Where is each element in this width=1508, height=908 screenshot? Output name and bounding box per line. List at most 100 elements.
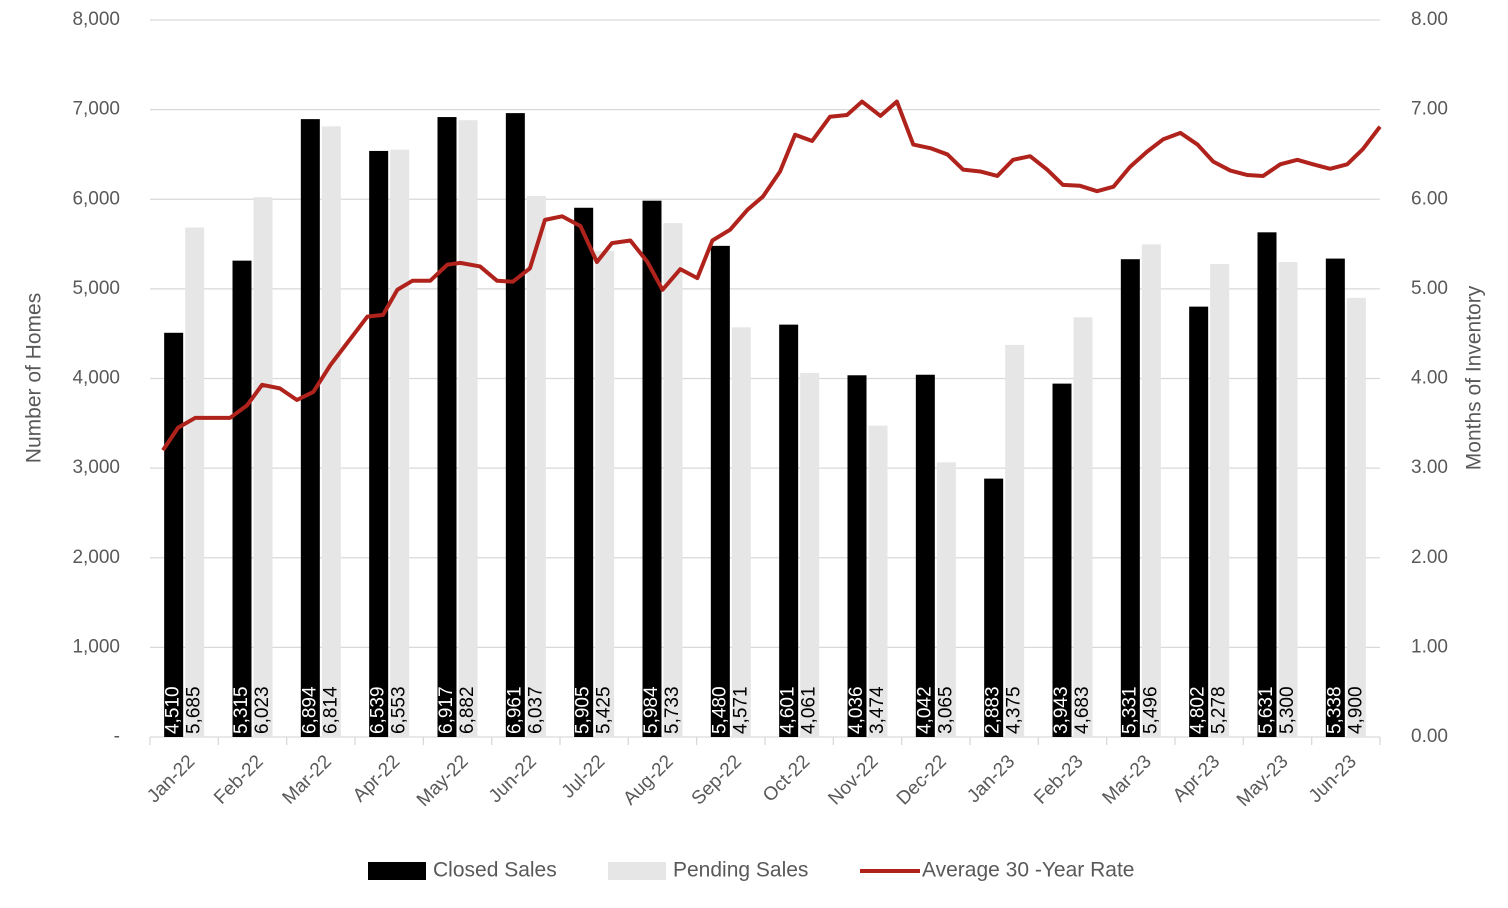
x-tick-label: Oct-22 bbox=[759, 751, 814, 806]
y-tick-label: 8,000 bbox=[72, 9, 120, 30]
bar bbox=[868, 425, 888, 737]
x-tick-label: May-22 bbox=[413, 751, 473, 811]
bar bbox=[984, 478, 1004, 737]
legend-label: Closed Sales bbox=[433, 859, 557, 882]
bar bbox=[1278, 261, 1298, 737]
x-tick-label: Nov-22 bbox=[824, 751, 882, 809]
y2-tick-label: 7.00 bbox=[1411, 99, 1448, 120]
line-series bbox=[161, 99, 1382, 452]
bar bbox=[526, 195, 546, 738]
bar-value-label: 6,037 bbox=[525, 686, 546, 734]
bar bbox=[437, 117, 457, 738]
bar bbox=[232, 260, 252, 737]
bar bbox=[1210, 263, 1230, 737]
bar-value-label: 3,943 bbox=[1051, 686, 1072, 734]
bar bbox=[369, 150, 389, 737]
bar-value-label: 5,984 bbox=[641, 686, 662, 734]
bar-value-label: 5,315 bbox=[231, 686, 252, 734]
y-tick-label: - bbox=[114, 726, 120, 747]
bar bbox=[390, 149, 410, 737]
bar bbox=[731, 327, 751, 737]
bar bbox=[1346, 297, 1366, 737]
bar-value-label: 4,375 bbox=[1004, 686, 1025, 734]
x-tick-label: Jul-22 bbox=[558, 751, 609, 802]
bar-value-label: 3,065 bbox=[935, 686, 956, 734]
x-tick-label: Jan-23 bbox=[963, 751, 1019, 807]
bar bbox=[1005, 344, 1025, 737]
bar-value-label: 5,300 bbox=[1277, 686, 1298, 734]
bar bbox=[800, 373, 820, 737]
y2-tick-label: 1.00 bbox=[1411, 636, 1448, 657]
y2-tick-label: 5.00 bbox=[1411, 278, 1448, 299]
bar bbox=[847, 375, 867, 737]
legend-swatch bbox=[368, 862, 426, 880]
y2-tick-label: 3.00 bbox=[1411, 457, 1448, 478]
bar-value-label: 3,474 bbox=[867, 686, 888, 734]
bar bbox=[710, 245, 730, 738]
bar bbox=[321, 126, 341, 738]
bar-value-label: 6,553 bbox=[389, 686, 410, 734]
y-tick-label: 6,000 bbox=[72, 188, 120, 209]
bar-value-label: 6,961 bbox=[504, 686, 525, 734]
bar-value-label: 6,882 bbox=[457, 686, 478, 734]
x-tick-label: Apr-23 bbox=[1169, 751, 1224, 806]
bar bbox=[1073, 317, 1093, 737]
bar-value-label: 2,883 bbox=[983, 686, 1004, 734]
bar-value-label: 4,683 bbox=[1072, 686, 1093, 734]
bar bbox=[1325, 258, 1345, 737]
x-tick-label: Feb-23 bbox=[1030, 751, 1087, 808]
y2-tick-label: 4.00 bbox=[1411, 368, 1448, 389]
bar-value-label: 4,042 bbox=[914, 686, 935, 734]
bar-value-label: 5,480 bbox=[709, 686, 730, 734]
y-tick-label: 5,000 bbox=[72, 278, 120, 299]
x-tick-label: Aug-22 bbox=[619, 751, 677, 809]
x-tick-label: Jan-22 bbox=[143, 751, 199, 807]
legend-label: Average 30 -Year Rate bbox=[922, 859, 1134, 882]
bar-value-label: 5,496 bbox=[1140, 686, 1161, 734]
bar-value-label: 4,802 bbox=[1188, 686, 1209, 734]
bar-value-label: 4,510 bbox=[163, 686, 184, 734]
bar-value-label: 4,601 bbox=[778, 686, 799, 734]
x-tick-label: Jun-23 bbox=[1305, 751, 1361, 807]
bar bbox=[505, 113, 525, 738]
x-tick-label: Mar-23 bbox=[1099, 751, 1156, 808]
bar bbox=[1257, 232, 1277, 737]
y-tick-label: 7,000 bbox=[72, 99, 120, 120]
y2-tick-label: 6.00 bbox=[1411, 188, 1448, 209]
bar-value-label: 6,814 bbox=[320, 686, 341, 734]
y2-axis-title: Months of Inventory bbox=[1463, 285, 1486, 470]
bar bbox=[936, 462, 956, 737]
y2-tick-label: 2.00 bbox=[1411, 547, 1448, 568]
bar bbox=[253, 197, 273, 738]
bar-value-label: 5,278 bbox=[1209, 686, 1230, 734]
bar bbox=[663, 223, 683, 737]
y-tick-label: 3,000 bbox=[72, 457, 120, 478]
bar bbox=[164, 332, 184, 737]
y2-tick-label: 0.00 bbox=[1411, 726, 1448, 747]
bar-value-label: 4,571 bbox=[730, 686, 751, 734]
bar bbox=[779, 324, 799, 737]
bar-value-label: 5,425 bbox=[594, 686, 615, 734]
legend-swatch bbox=[608, 862, 666, 880]
y-tick-label: 2,000 bbox=[72, 547, 120, 568]
bar-value-label: 5,733 bbox=[662, 686, 683, 734]
bar bbox=[574, 207, 594, 737]
y-tick-label: 4,000 bbox=[72, 368, 120, 389]
x-tick-label: Feb-22 bbox=[210, 751, 267, 808]
x-tick-label: Jun-22 bbox=[485, 751, 541, 807]
bar-value-label: 5,331 bbox=[1119, 686, 1140, 734]
bar bbox=[595, 250, 615, 738]
legend-label: Pending Sales bbox=[673, 859, 808, 882]
bar bbox=[915, 374, 935, 737]
bar bbox=[1052, 383, 1072, 737]
bar bbox=[185, 227, 205, 737]
bar-value-label: 5,631 bbox=[1256, 686, 1277, 734]
bar-value-label: 4,900 bbox=[1345, 686, 1366, 734]
bar bbox=[300, 119, 320, 738]
x-tick-label: Mar-22 bbox=[279, 751, 336, 808]
y-axis-title: Number of Homes bbox=[23, 293, 46, 463]
y-tick-label: 1,000 bbox=[72, 636, 120, 657]
x-tick-label: May-23 bbox=[1233, 751, 1293, 811]
bar-value-label: 5,685 bbox=[184, 686, 205, 734]
